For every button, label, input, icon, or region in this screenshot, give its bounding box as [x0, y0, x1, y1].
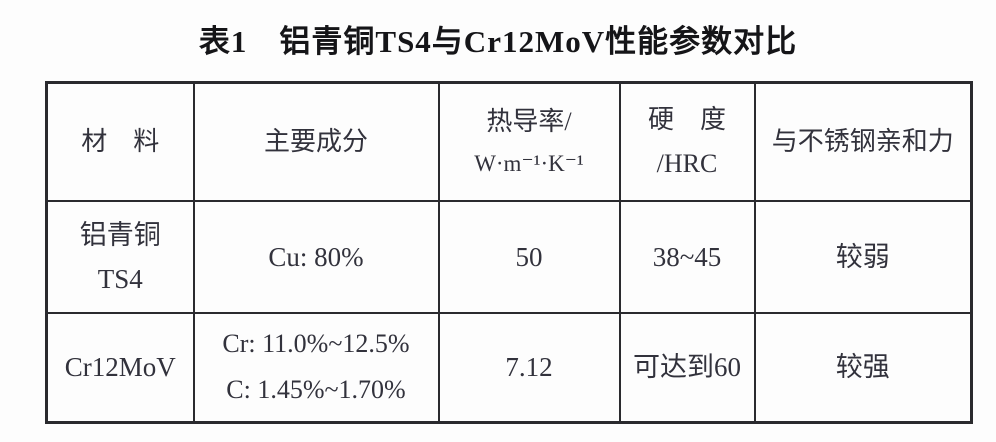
cell-material-ts4: 铝青铜 TS4	[45, 199, 195, 314]
header-affinity: 与不锈钢亲和力	[753, 81, 973, 202]
material-name-line1: 铝青铜	[79, 219, 161, 250]
cell-hardness-ts4: 38~45	[618, 199, 756, 314]
header-material: 材 料	[45, 81, 195, 202]
composition-line2: C: 1.45%~1.70%	[226, 375, 406, 405]
cell-hardness-cr12mov: 可达到60	[618, 311, 756, 424]
header-row: 材 料 主要成分 热导率/ W·m⁻¹·K⁻¹ 硬 度 /HRC 与不锈钢亲和力	[45, 81, 973, 202]
cell-composition-cr12mov: Cr: 11.0%~12.5% C: 1.45%~1.70%	[192, 311, 440, 424]
cell-conductivity-ts4: 50	[437, 199, 621, 314]
affinity-value: 较弱	[835, 241, 890, 272]
affinity-value: 较强	[835, 352, 890, 383]
header-conductivity-label: 热导率/	[486, 106, 572, 136]
header-hardness: 硬 度 /HRC	[618, 81, 756, 202]
header-hardness-unit: /HRC	[656, 148, 718, 178]
parameter-comparison-table: 材 料 主要成分 热导率/ W·m⁻¹·K⁻¹ 硬 度 /HRC 与不锈钢亲和力…	[45, 81, 973, 424]
header-material-label: 材 料	[81, 126, 160, 156]
header-conductivity-unit: W·m⁻¹·K⁻¹	[474, 150, 584, 176]
header-conductivity: 热导率/ W·m⁻¹·K⁻¹	[437, 81, 621, 202]
table-title: 表1 铝青铜TS4与Cr12MoV性能参数对比	[198, 24, 798, 59]
cell-affinity-cr12mov: 较强	[753, 311, 973, 424]
composition-line1: Cr: 11.0%~12.5%	[222, 329, 410, 359]
cell-material-cr12mov: Cr12MoV	[45, 311, 195, 424]
cell-affinity-ts4: 较弱	[753, 199, 973, 314]
table-row-cr12mov: Cr12MoV Cr: 11.0%~12.5% C: 1.45%~1.70% 7…	[45, 311, 973, 424]
table-row-aluminum-bronze: 铝青铜 TS4 Cu: 80% 50 38~45 较弱	[45, 199, 973, 314]
header-composition-label: 主要成分	[263, 126, 368, 156]
material-name: Cr12MoV	[64, 352, 176, 383]
conductivity-value: 50	[515, 241, 543, 272]
header-hardness-label: 硬 度	[647, 104, 726, 134]
material-name-line2: TS4	[97, 263, 143, 294]
cell-conductivity-cr12mov: 7.12	[437, 311, 621, 424]
cell-composition-ts4: Cu: 80%	[192, 199, 440, 314]
hardness-value: 可达到60	[633, 352, 741, 383]
header-composition: 主要成分	[192, 81, 440, 202]
header-affinity-label: 与不锈钢亲和力	[771, 126, 954, 156]
composition-value: Cu: 80%	[268, 241, 364, 272]
hardness-value: 38~45	[652, 241, 722, 272]
conductivity-value: 7.12	[505, 352, 553, 383]
